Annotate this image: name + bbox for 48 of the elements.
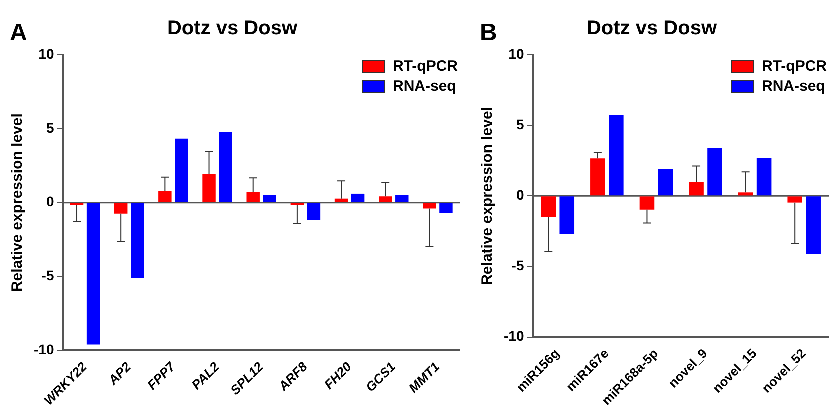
legend-label: RNA-seq xyxy=(393,78,456,96)
bar xyxy=(263,195,276,202)
text: A xyxy=(10,20,28,47)
bar xyxy=(175,138,188,202)
bar xyxy=(378,196,392,202)
bar xyxy=(640,196,655,210)
bar xyxy=(307,203,321,220)
y-tick-label: 10 xyxy=(508,46,524,62)
y-tick-label: 10 xyxy=(38,46,54,62)
y-tick-label: 5 xyxy=(516,116,524,132)
bar xyxy=(86,203,100,345)
chart-title: Dotz vs Dosw xyxy=(586,18,718,40)
bar xyxy=(590,158,606,196)
bar xyxy=(246,192,260,202)
bar xyxy=(738,192,754,196)
bar xyxy=(806,196,821,254)
bar xyxy=(756,158,772,196)
bar xyxy=(658,170,674,196)
bar xyxy=(423,203,436,209)
bar xyxy=(202,174,216,202)
bar xyxy=(114,203,128,214)
bar xyxy=(689,182,704,196)
y-axis-title: Relative expression level xyxy=(9,114,26,292)
y-tick-label: -10 xyxy=(504,328,524,344)
legend-label: RNA-seq xyxy=(762,78,826,96)
legend-label: RT-qPCR xyxy=(393,58,458,76)
chart-title: Dotz vs Dosw xyxy=(167,18,298,40)
text: B xyxy=(480,20,498,47)
bar xyxy=(541,196,556,218)
bar xyxy=(609,115,624,196)
bar xyxy=(131,203,144,278)
y-axis-title: Relative expression level xyxy=(479,106,496,286)
y-tick-label: -5 xyxy=(42,268,54,284)
bar xyxy=(158,191,172,202)
bar xyxy=(440,203,453,214)
legend-label: RT-qPCR xyxy=(762,58,828,76)
bar xyxy=(396,195,409,202)
y-tick-label: -10 xyxy=(34,342,54,358)
bar xyxy=(560,196,575,234)
y-tick-label: 0 xyxy=(46,194,54,210)
bar xyxy=(788,196,803,203)
bar xyxy=(219,132,232,202)
bar xyxy=(708,148,722,196)
bar xyxy=(351,194,365,202)
bar xyxy=(334,198,348,202)
y-tick-label: 5 xyxy=(46,120,54,136)
y-tick-label: -5 xyxy=(512,258,524,274)
y-tick-label: 0 xyxy=(516,187,524,204)
